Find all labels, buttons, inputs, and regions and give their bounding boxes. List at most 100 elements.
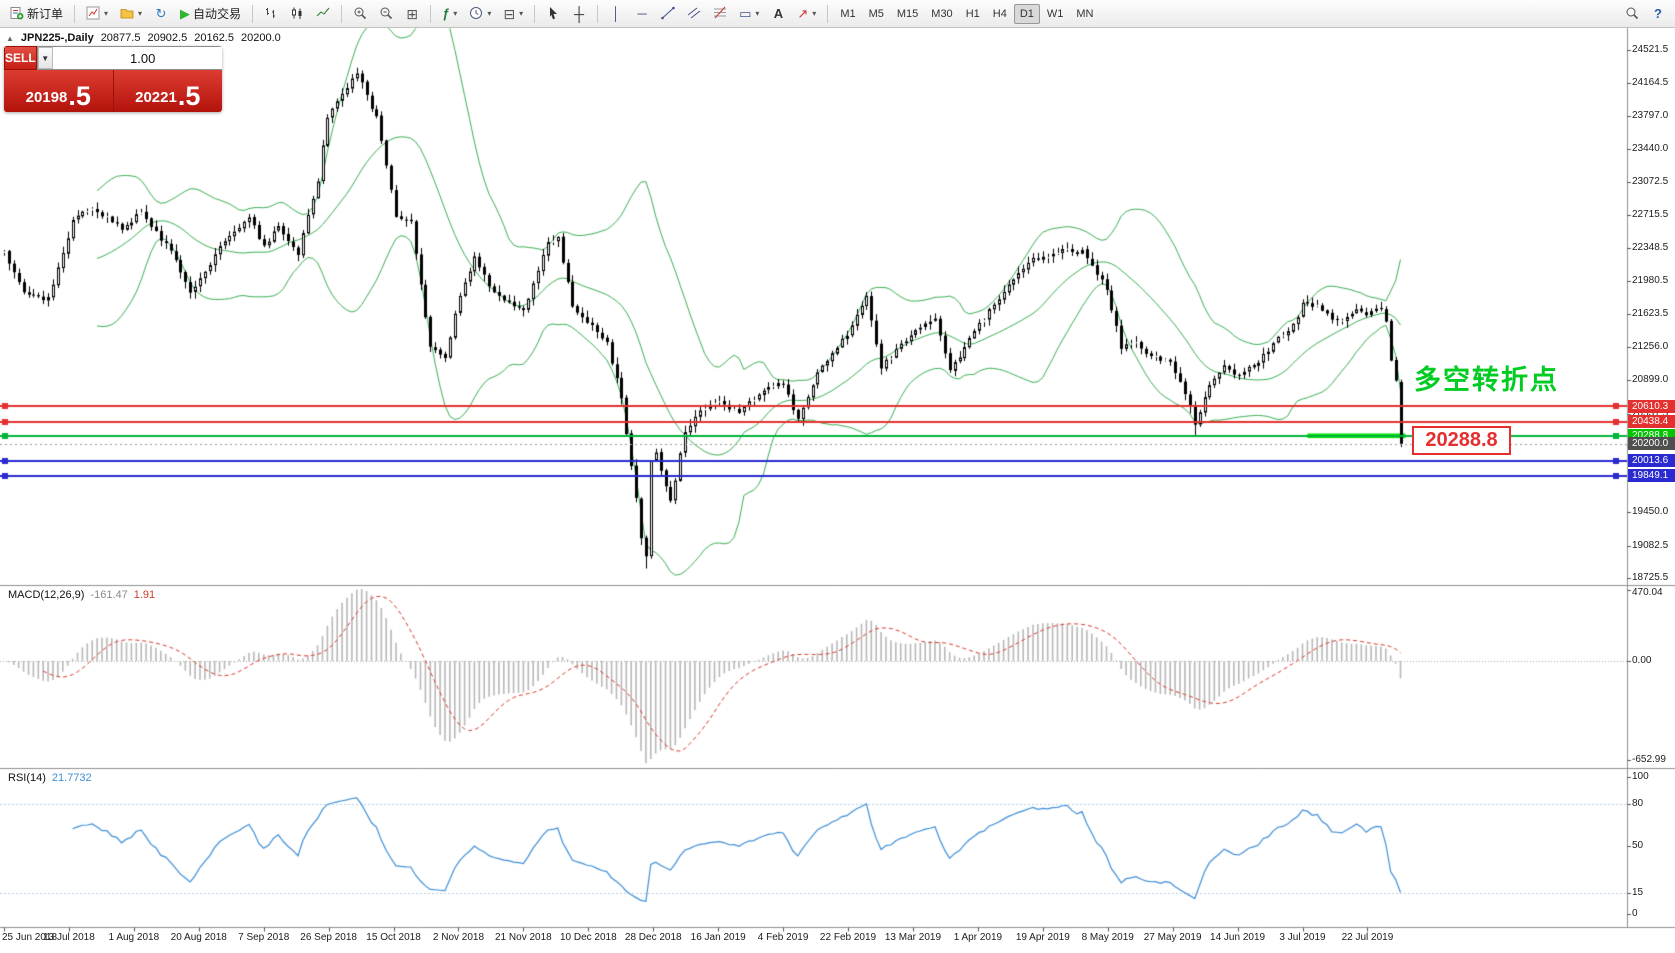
sell-button[interactable]: SELL [4, 46, 37, 70]
timeframe-button-m15[interactable]: M15 [896, 7, 919, 20]
cursor-icon [547, 6, 559, 22]
timeframe-button-m5[interactable]: M5 [868, 7, 884, 20]
timeframe-button-m1[interactable]: M1 [840, 7, 856, 20]
price-tag: 19849.1 [1628, 469, 1675, 483]
main-toolbar: 新订单 ▾ ▾ ↻ ▶ 自动交易 [0, 0, 1675, 28]
line-chart-button[interactable] [311, 3, 335, 25]
candlestick-chart-button[interactable] [285, 3, 309, 25]
date-label: 20 Aug 2018 [170, 932, 227, 943]
date-label: 21 Nov 2018 [495, 932, 552, 943]
date-label: 8 May 2019 [1081, 932, 1134, 943]
date-label: 26 Sep 2018 [300, 932, 357, 943]
timeframe-button-w1[interactable]: W1 [1046, 7, 1064, 20]
text-tool-button[interactable]: A [766, 3, 790, 25]
timeframe-button-h4[interactable]: H4 [992, 7, 1007, 20]
date-label: 2 Nov 2018 [432, 932, 485, 943]
indicator-axis-label: -652.99 [1632, 753, 1666, 765]
zoom-in-icon [353, 6, 367, 22]
volume-input[interactable] [52, 47, 222, 69]
price-label-box: 20288.8 [1412, 426, 1511, 455]
buy-price[interactable]: 20221 .5 [114, 70, 223, 112]
new-chart-icon [86, 6, 100, 22]
vertical-line-icon: │ [612, 6, 621, 21]
templates-icon: ⊟ [503, 5, 516, 22]
price-axis-label: 23797.0 [1632, 110, 1669, 121]
ohlc-low: 20162.5 [194, 32, 234, 44]
sell-price[interactable]: 20198 .5 [4, 70, 114, 112]
price-tag: 20013.6 [1628, 454, 1675, 468]
dropdown-arrow-icon: ▾ [487, 9, 492, 18]
date-label: 10 Dec 2018 [559, 932, 617, 943]
refresh-button[interactable]: ↻ [149, 3, 173, 25]
tile-windows-icon: ⊞ [406, 5, 418, 22]
horizontal-line-button[interactable]: ─ [630, 3, 654, 25]
search-button[interactable] [1620, 3, 1644, 25]
toolbar-separator [74, 4, 76, 23]
date-label: 28 Dec 2018 [624, 932, 682, 943]
buy-price-main: 20221 [135, 89, 177, 107]
fibonacci-button[interactable] [708, 3, 732, 25]
bar-chart-icon [264, 6, 278, 22]
periods-button[interactable]: ▾ [464, 3, 496, 25]
indicators-button[interactable]: ƒ ▾ [437, 3, 462, 25]
channel-button[interactable] [682, 3, 706, 25]
volume-dropdown-button[interactable]: ▼ [37, 47, 53, 69]
dropdown-arrow-icon: ▾ [104, 9, 109, 18]
dropdown-arrow-icon: ▾ [138, 9, 143, 18]
timeframe-button-mn[interactable]: MN [1076, 7, 1094, 20]
price-tag: 20438.4 [1628, 415, 1675, 429]
one-click-price-row: 20198 .5 20221 .5 [4, 70, 222, 112]
bar-chart-button[interactable] [259, 3, 283, 25]
date-label: 14 Jun 2019 [1210, 932, 1266, 943]
arrow-tools-button[interactable]: ↗ ▾ [792, 3, 821, 25]
dropdown-arrow-icon: ▾ [812, 9, 817, 18]
text-tool-icon: A [773, 6, 784, 21]
one-click-collapse-icon[interactable]: ▲ [6, 33, 14, 43]
timeframe-button-h1[interactable]: H1 [965, 7, 980, 20]
price-axis-label: 19082.5 [1632, 539, 1669, 551]
timeframe-button-m30[interactable]: M30 [931, 7, 953, 20]
symbol-info: ▲ JPN225-,Daily 20877.5 20902.5 20162.5 … [6, 32, 281, 44]
zoom-out-button[interactable] [374, 3, 398, 25]
date-label: 4 Feb 2019 [757, 932, 809, 943]
toolbar-separator [534, 4, 536, 23]
refresh-icon: ↻ [155, 6, 167, 21]
templates-button[interactable]: ⊟ ▾ [498, 3, 528, 25]
autotrade-play-icon: ▶ [180, 6, 191, 21]
volume-control: ▼ ▲ [36, 46, 222, 70]
trendline-button[interactable] [656, 3, 680, 25]
price-axis-label: 21980.5 [1632, 275, 1669, 287]
zoom-in-button[interactable] [348, 3, 372, 25]
price-tag: 20610.3 [1628, 399, 1675, 413]
macd-name: MACD(12,26,9) [8, 589, 85, 601]
price-axis-label: 24521.5 [1632, 44, 1669, 55]
shapes-button[interactable]: ▭ ▾ [734, 3, 764, 25]
rsi-label: RSI(14) 21.7732 [8, 772, 92, 784]
price-axis-label: 21256.0 [1632, 341, 1669, 353]
zoom-out-icon [379, 6, 393, 22]
dropdown-arrow-icon: ▾ [519, 9, 524, 18]
macd-signal-value: 1.91 [133, 589, 156, 601]
date-label: 13 Mar 2019 [884, 932, 942, 943]
indicator-axis-label: 100 [1632, 771, 1649, 782]
help-button[interactable]: ? [1646, 3, 1670, 25]
vertical-line-button[interactable]: │ [604, 3, 628, 25]
tile-windows-button[interactable]: ⊞ [400, 3, 424, 25]
new-chart-button[interactable]: ▾ [81, 3, 113, 25]
new-order-button[interactable]: 新订单 [5, 3, 68, 25]
rsi-value: 21.7732 [51, 772, 92, 784]
date-label: 7 Sep 2018 [238, 932, 290, 943]
cursor-button[interactable] [541, 3, 565, 25]
dropdown-arrow-icon: ▾ [755, 9, 760, 18]
rsi-name: RSI(14) [8, 772, 46, 784]
symbol-name: JPN225-,Daily [20, 32, 94, 44]
macd-main-value: -161.47 [90, 589, 128, 601]
timeframe-button-d1[interactable]: D1 [1013, 3, 1040, 24]
date-label: 3 Jul 2019 [1279, 932, 1326, 943]
ohlc-open: 20877.5 [100, 32, 141, 44]
autotrade-button[interactable]: ▶ 自动交易 [175, 3, 246, 25]
crosshair-button[interactable]: ┼ [567, 3, 591, 25]
toolbar-separator [827, 4, 829, 23]
profiles-button[interactable]: ▾ [115, 3, 147, 25]
